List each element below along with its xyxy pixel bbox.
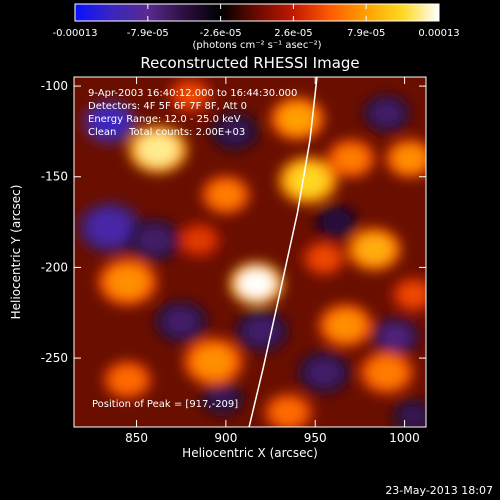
colorbar-tick-label: 2.6e-05 xyxy=(274,28,312,39)
hotspot xyxy=(209,182,242,208)
footer-date: 23-May-2013 18:07 xyxy=(385,484,493,497)
x-axis-label: Heliocentric X (arcsec) xyxy=(182,446,318,460)
hotspot xyxy=(399,283,426,307)
hotspot xyxy=(356,234,393,264)
colorbar-tick-label: -7.9e-05 xyxy=(127,28,169,39)
hotspot xyxy=(309,246,339,270)
colorbar-tick-label: -2.6e-05 xyxy=(200,28,242,39)
plot-frame xyxy=(73,76,427,428)
x-tick-label: 850 xyxy=(125,431,148,445)
annotation-time: 9-Apr-2003 16:40:12.000 to 16:44:30.000 xyxy=(88,88,297,99)
colorbar xyxy=(75,4,439,21)
hotspot xyxy=(107,266,148,298)
hotspot xyxy=(334,145,368,172)
heatmap-image xyxy=(74,77,426,427)
solar-limb-line xyxy=(248,77,318,427)
hotspot xyxy=(368,358,405,387)
y-tick-label: -200 xyxy=(41,260,68,274)
coldspot xyxy=(399,404,426,427)
coldspot xyxy=(322,210,351,234)
hotspot xyxy=(272,399,305,426)
colorbar-tick-label: -0.00013 xyxy=(53,28,98,39)
coldspot xyxy=(91,108,128,137)
coldspot xyxy=(218,118,251,145)
x-tick-label: 1000 xyxy=(389,431,420,445)
intensity-blobs xyxy=(77,77,426,427)
annotation-counts: Clean Total counts: 2.00E+03 xyxy=(88,127,245,138)
colorbar-tick-label: 0.00013 xyxy=(418,28,459,39)
y-tick-label: -100 xyxy=(41,79,68,93)
y-tick-label: -150 xyxy=(41,170,68,184)
coldspot xyxy=(88,210,132,245)
coldspot xyxy=(379,323,412,350)
coldspot xyxy=(208,386,237,410)
x-tick-label: 900 xyxy=(214,431,237,445)
y-axis-label: Heliocentric Y (arcsec) xyxy=(9,185,23,320)
annotation-detectors: Detectors: 4F 5F 6F 7F 8F, Att 0 xyxy=(88,101,247,112)
hotspot xyxy=(184,228,214,252)
chart-title: Reconstructed RHESSI Image xyxy=(140,54,359,72)
hotspot xyxy=(175,83,205,107)
x-tick-label: 950 xyxy=(304,431,327,445)
colorbar-ticks: -0.00013 -7.9e-05 -2.6e-05 2.6e-05 7.9e-05 0.… xyxy=(53,4,460,39)
hotspot xyxy=(393,145,426,172)
coldspot xyxy=(370,100,403,127)
hotspot xyxy=(193,345,234,378)
hotspot xyxy=(327,311,364,340)
coldspot xyxy=(136,225,173,255)
hotspot xyxy=(238,269,275,299)
annotation-peak: Position of Peak = [917,-209] xyxy=(92,399,238,410)
coldspot xyxy=(163,307,200,337)
colorbar-frame xyxy=(74,3,440,22)
hotspot xyxy=(288,164,328,197)
annotation-energy: Energy Range: 12.0 - 25.0 keV xyxy=(88,114,241,125)
colorbar-tick-label: 7.9e-05 xyxy=(347,28,385,39)
hotspot xyxy=(138,133,178,166)
y-tick-label: -250 xyxy=(41,351,68,365)
hotspot xyxy=(279,104,316,134)
hotspot xyxy=(111,366,144,393)
coldspot xyxy=(306,358,343,387)
colorbar-units-label: (photons cm⁻² s⁻¹ asec⁻²) xyxy=(192,40,321,51)
axis-ticks: 850 900 950 1000 -100 -150 -200 -250 xyxy=(41,77,426,445)
